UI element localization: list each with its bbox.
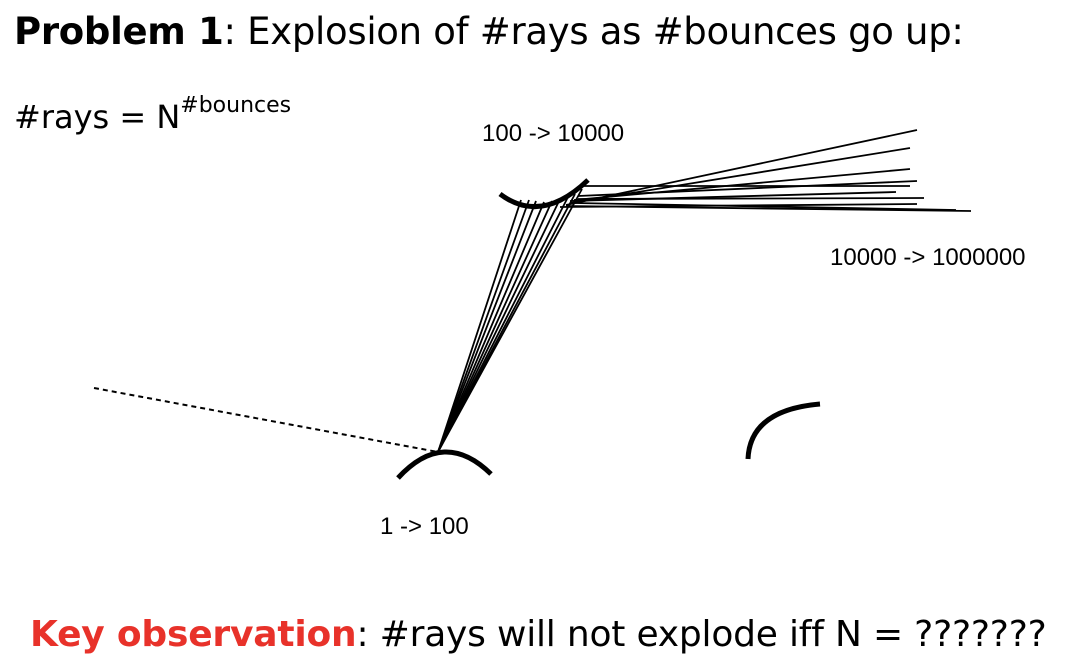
ray <box>573 168 911 201</box>
second-bounce-rays <box>559 129 972 212</box>
key-observation-bold: Key observation <box>30 614 357 655</box>
formula-exponent: #bounces <box>180 93 292 118</box>
ray <box>565 129 918 206</box>
ray <box>573 202 957 211</box>
surface-second-bounce <box>498 178 590 209</box>
label-first-bounce: 1 -> 100 <box>380 513 469 540</box>
ray <box>437 199 522 453</box>
label-third-bounce: 10000 -> 1000000 <box>830 244 1026 271</box>
title-bold: Problem 1 <box>14 10 224 53</box>
ray <box>437 200 553 453</box>
ray <box>577 180 918 197</box>
ray <box>569 191 897 202</box>
ray <box>437 199 530 453</box>
ray <box>437 201 545 453</box>
ray <box>559 203 918 208</box>
slide-title: Problem 1: Explosion of #rays as #bounce… <box>14 8 964 56</box>
key-observation: Key observation: #rays will not explode … <box>30 612 1047 658</box>
surface-first-bounce <box>396 449 493 480</box>
first-bounce-rays <box>437 188 583 453</box>
surface-third <box>745 401 821 460</box>
title-rest: : Explosion of #rays as #bounces go up: <box>223 10 964 53</box>
key-observation-rest: : #rays will not explode iff N = ??????? <box>356 614 1047 655</box>
ray <box>437 198 561 453</box>
incoming-ray <box>93 387 439 453</box>
formula-base: #rays = N <box>14 98 181 136</box>
label-second-bounce: 100 -> 10000 <box>482 120 625 147</box>
rays-formula: #rays = N#bounces <box>14 93 292 144</box>
ray <box>437 188 583 453</box>
ray <box>437 200 537 453</box>
